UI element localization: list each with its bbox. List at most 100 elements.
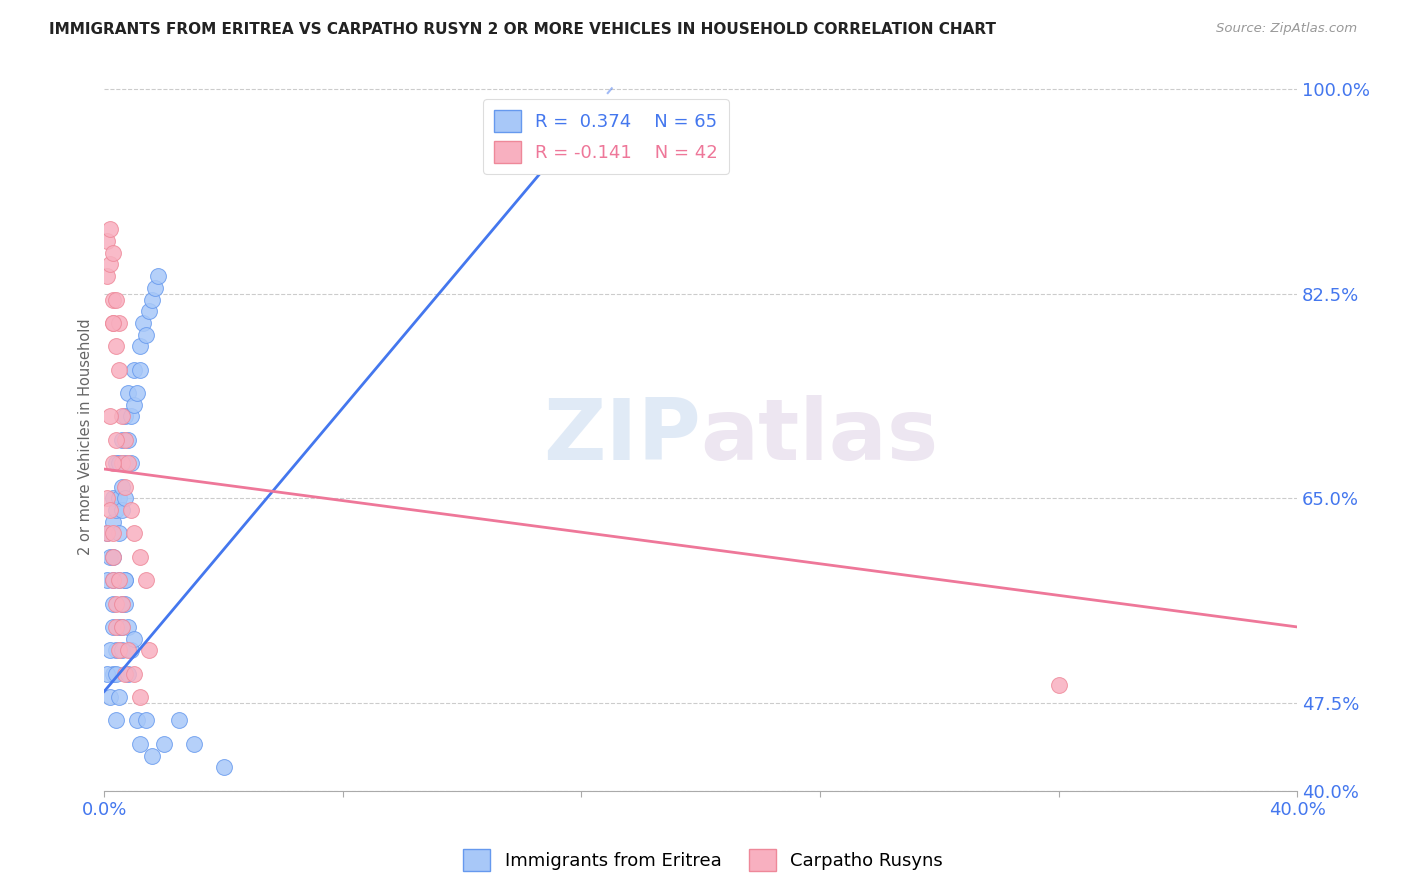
Point: [96, 269, 118, 284]
Point: [103, 526, 125, 541]
Point: [108, 316, 131, 330]
Point: [141, 293, 163, 307]
Point: [103, 597, 125, 611]
Point: [96, 491, 118, 506]
Point: [98, 222, 121, 236]
Point: [105, 339, 128, 353]
Point: [127, 714, 149, 728]
Point: [143, 281, 166, 295]
Point: [103, 293, 125, 307]
Point: [122, 632, 145, 646]
Point: [114, 597, 136, 611]
Point: [120, 503, 142, 517]
Point: [103, 245, 125, 260]
Point: [183, 737, 205, 751]
Legend: R =  0.374    N = 65, R = -0.141    N = 42: R = 0.374 N = 65, R = -0.141 N = 42: [484, 99, 730, 174]
Point: [120, 456, 142, 470]
Point: [120, 643, 142, 657]
Text: atlas: atlas: [700, 395, 939, 478]
Point: [96, 526, 118, 541]
Text: ZIP: ZIP: [543, 395, 700, 478]
Point: [122, 526, 145, 541]
Point: [103, 549, 125, 564]
Point: [108, 526, 131, 541]
Point: [105, 666, 128, 681]
Point: [108, 690, 131, 704]
Point: [103, 620, 125, 634]
Point: [108, 573, 131, 587]
Text: IMMIGRANTS FROM ERITREA VS CARPATHO RUSYN 2 OR MORE VEHICLES IN HOUSEHOLD CORREL: IMMIGRANTS FROM ERITREA VS CARPATHO RUSY…: [49, 22, 997, 37]
Point: [510, 153, 533, 167]
Point: [105, 503, 128, 517]
Point: [111, 620, 134, 634]
Point: [111, 620, 134, 634]
Point: [103, 456, 125, 470]
Point: [103, 666, 125, 681]
Point: [98, 409, 121, 424]
Point: [105, 597, 128, 611]
Point: [98, 643, 121, 657]
Point: [129, 690, 152, 704]
Point: [122, 362, 145, 376]
Point: [103, 549, 125, 564]
Point: [103, 515, 125, 529]
Point: [114, 456, 136, 470]
Point: [114, 433, 136, 447]
Point: [103, 573, 125, 587]
Point: [111, 480, 134, 494]
Y-axis label: 2 or more Vehicles in Household: 2 or more Vehicles in Household: [79, 318, 93, 555]
Point: [135, 714, 157, 728]
Point: [114, 666, 136, 681]
Point: [103, 316, 125, 330]
Point: [135, 573, 157, 587]
Point: [114, 573, 136, 587]
Point: [114, 573, 136, 587]
Point: [135, 327, 157, 342]
Point: [111, 597, 134, 611]
Point: [108, 491, 131, 506]
Point: [138, 304, 160, 318]
Point: [114, 409, 136, 424]
Point: [114, 480, 136, 494]
Point: [129, 362, 152, 376]
Point: [105, 620, 128, 634]
Point: [129, 737, 152, 751]
Point: [117, 386, 139, 401]
Point: [212, 760, 235, 774]
Point: [98, 549, 121, 564]
Point: [96, 666, 118, 681]
Point: [153, 737, 176, 751]
Point: [108, 620, 131, 634]
Point: [105, 293, 128, 307]
Point: [167, 714, 190, 728]
Point: [108, 362, 131, 376]
Point: [129, 549, 152, 564]
Text: Source: ZipAtlas.com: Source: ZipAtlas.com: [1216, 22, 1357, 36]
Point: [105, 433, 128, 447]
Point: [111, 409, 134, 424]
Point: [96, 573, 118, 587]
Point: [146, 269, 169, 284]
Point: [127, 386, 149, 401]
Point: [108, 456, 131, 470]
Point: [105, 456, 128, 470]
Point: [96, 234, 118, 248]
Point: [111, 433, 134, 447]
Point: [117, 433, 139, 447]
Point: [111, 643, 134, 657]
Point: [108, 643, 131, 657]
Point: [117, 620, 139, 634]
Point: [138, 643, 160, 657]
Point: [1047, 678, 1070, 692]
Point: [510, 128, 533, 143]
Point: [122, 666, 145, 681]
Point: [105, 643, 128, 657]
Point: [122, 398, 145, 412]
Point: [111, 456, 134, 470]
Point: [108, 573, 131, 587]
Point: [105, 714, 128, 728]
Point: [103, 573, 125, 587]
Point: [111, 503, 134, 517]
Point: [98, 503, 121, 517]
Point: [103, 316, 125, 330]
